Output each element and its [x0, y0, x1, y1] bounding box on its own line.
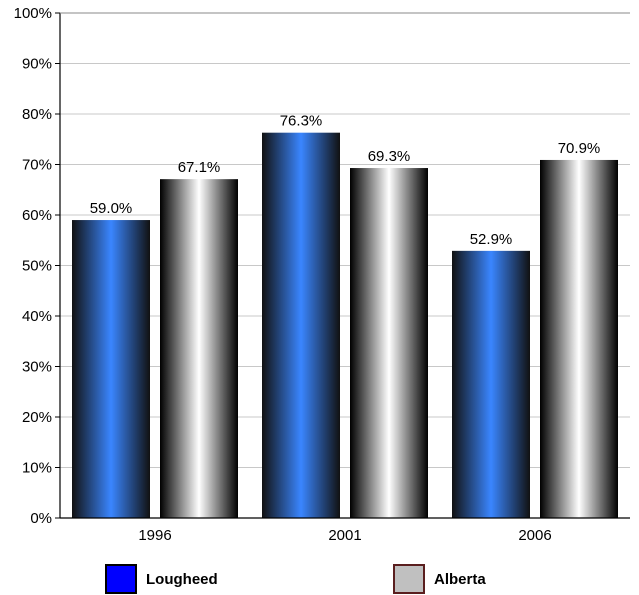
x-tick-label: 2001 — [328, 527, 361, 544]
y-tick-label: 50% — [22, 258, 52, 275]
y-axis-ticks: 0% 10% 20% 30% 40% 50% 60% 70% 80% 90% 100% — [14, 5, 60, 527]
y-tick-label: 40% — [22, 308, 52, 325]
data-label: 67.1% — [178, 159, 221, 176]
y-tick-label: 60% — [22, 207, 52, 224]
bar-lougheed-1996 — [72, 220, 150, 519]
x-axis-ticks: 1996 2001 2006 — [138, 527, 551, 544]
y-tick-label: 0% — [30, 510, 52, 527]
bar-alberta-1996 — [160, 179, 238, 518]
x-tick-label: 1996 — [138, 527, 171, 544]
data-label: 59.0% — [90, 200, 133, 217]
legend: Lougheed Alberta — [105, 564, 486, 594]
bars — [72, 132, 618, 519]
data-label: 70.9% — [558, 140, 601, 157]
data-labels: 59.0% 67.1% 76.3% 69.3% 52.9% 70.9% — [90, 113, 601, 248]
y-tick-label: 20% — [22, 409, 52, 426]
axes — [59, 12, 630, 519]
bar-alberta-2001 — [350, 168, 428, 518]
y-tick-label: 70% — [22, 157, 52, 174]
y-tick-label: 90% — [22, 56, 52, 73]
data-label: 76.3% — [280, 113, 323, 130]
y-tick-label: 10% — [22, 460, 52, 477]
y-tick-label: 30% — [22, 359, 52, 376]
y-tick-label: 100% — [14, 5, 52, 22]
y-tick-label: 80% — [22, 106, 52, 123]
bar-lougheed-2001 — [262, 132, 340, 518]
legend-label-lougheed: Lougheed — [146, 571, 218, 588]
x-tick-label: 2006 — [518, 527, 551, 544]
bar-lougheed-2006 — [452, 250, 530, 519]
legend-swatch-alberta — [393, 564, 425, 594]
bar-alberta-2006 — [540, 159, 618, 518]
data-label: 69.3% — [368, 148, 411, 165]
data-label: 52.9% — [470, 231, 513, 248]
legend-swatch-lougheed — [105, 564, 137, 594]
legend-label-alberta: Alberta — [434, 571, 486, 588]
